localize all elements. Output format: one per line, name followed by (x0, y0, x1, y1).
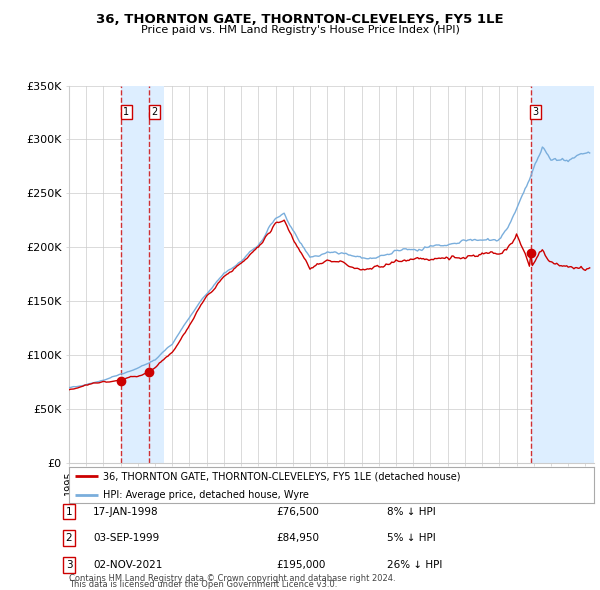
Text: Contains HM Land Registry data © Crown copyright and database right 2024.: Contains HM Land Registry data © Crown c… (69, 574, 395, 583)
Text: 1: 1 (65, 507, 73, 516)
Text: 03-SEP-1999: 03-SEP-1999 (93, 533, 159, 543)
Text: Price paid vs. HM Land Registry's House Price Index (HPI): Price paid vs. HM Land Registry's House … (140, 25, 460, 35)
Text: 3: 3 (65, 560, 73, 569)
Text: 26% ↓ HPI: 26% ↓ HPI (387, 560, 442, 569)
Text: 2: 2 (65, 533, 73, 543)
Bar (149, 86, 164, 463)
Text: 36, THORNTON GATE, THORNTON-CLEVELEYS, FY5 1LE (detached house): 36, THORNTON GATE, THORNTON-CLEVELEYS, F… (103, 471, 461, 481)
Bar (531, 86, 594, 463)
Text: 17-JAN-1998: 17-JAN-1998 (93, 507, 158, 516)
Text: This data is licensed under the Open Government Licence v3.0.: This data is licensed under the Open Gov… (69, 581, 337, 589)
Text: HPI: Average price, detached house, Wyre: HPI: Average price, detached house, Wyre (103, 490, 309, 500)
Bar (121, 86, 149, 463)
Text: £84,950: £84,950 (276, 533, 319, 543)
Text: £76,500: £76,500 (276, 507, 319, 516)
Text: 02-NOV-2021: 02-NOV-2021 (93, 560, 163, 569)
Text: 1: 1 (123, 107, 129, 117)
Text: 3: 3 (533, 107, 539, 117)
Text: £195,000: £195,000 (276, 560, 325, 569)
Text: 5% ↓ HPI: 5% ↓ HPI (387, 533, 436, 543)
Text: 36, THORNTON GATE, THORNTON-CLEVELEYS, FY5 1LE: 36, THORNTON GATE, THORNTON-CLEVELEYS, F… (96, 13, 504, 26)
Text: 8% ↓ HPI: 8% ↓ HPI (387, 507, 436, 516)
Text: 2: 2 (151, 107, 157, 117)
